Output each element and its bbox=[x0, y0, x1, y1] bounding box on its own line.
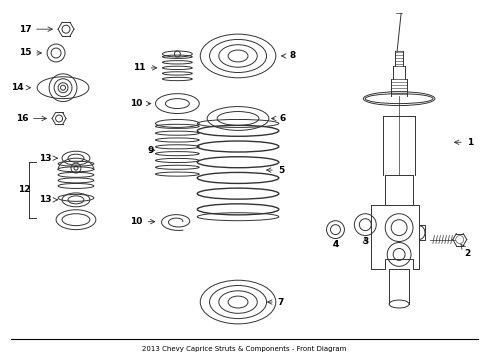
Text: 1: 1 bbox=[454, 138, 472, 147]
Text: 2: 2 bbox=[460, 244, 470, 258]
Text: 14: 14 bbox=[11, 83, 30, 92]
Text: 13: 13 bbox=[39, 154, 57, 163]
Text: 7: 7 bbox=[267, 298, 284, 307]
Text: 9: 9 bbox=[147, 146, 154, 155]
Text: 16: 16 bbox=[16, 114, 46, 123]
Text: 3: 3 bbox=[362, 237, 367, 246]
Text: 10: 10 bbox=[130, 99, 150, 108]
Text: 2013 Chevy Caprice Struts & Components - Front Diagram: 2013 Chevy Caprice Struts & Components -… bbox=[142, 346, 346, 352]
Text: 17: 17 bbox=[19, 25, 52, 34]
Text: 5: 5 bbox=[266, 166, 284, 175]
Text: 4: 4 bbox=[332, 240, 338, 249]
Text: 12: 12 bbox=[18, 185, 30, 194]
Text: 11: 11 bbox=[133, 63, 157, 72]
Text: 13: 13 bbox=[39, 195, 57, 204]
Text: 10: 10 bbox=[130, 217, 155, 226]
Text: 15: 15 bbox=[19, 49, 41, 58]
Text: 6: 6 bbox=[271, 114, 285, 123]
Text: 8: 8 bbox=[281, 51, 295, 60]
